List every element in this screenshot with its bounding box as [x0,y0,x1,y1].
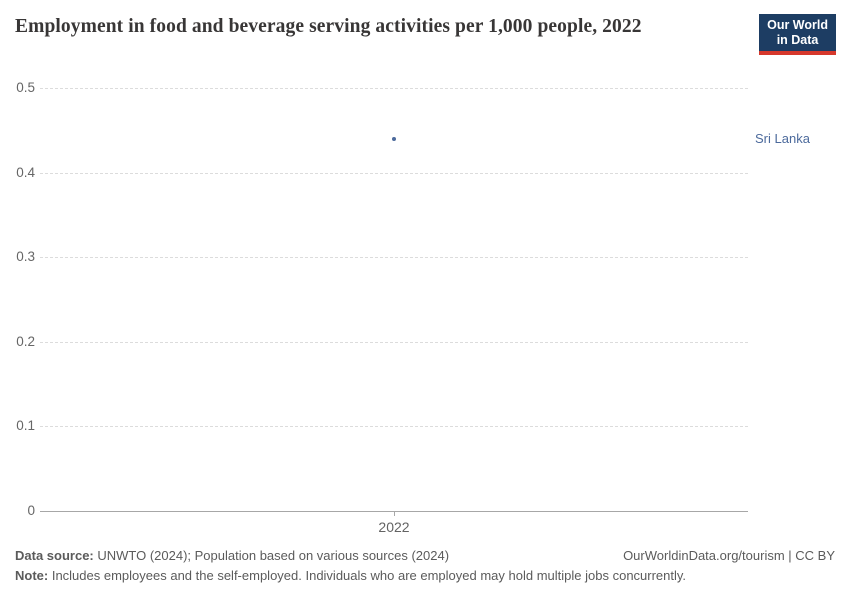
chart-footer: Data source: UNWTO (2024); Population ba… [15,546,835,586]
chart-header: Employment in food and beverage serving … [0,0,850,76]
y-axis-tick-label: 0.2 [16,333,35,349]
data-point-sri-lanka[interactable] [392,136,396,141]
y-axis-tick-label: 0.3 [16,249,35,265]
owid-logo-line2: in Data [776,33,819,47]
note-label: Note: [15,568,49,583]
footer-source-row: Data source: UNWTO (2024); Population ba… [15,546,835,566]
entity-label[interactable]: Sri Lanka [755,130,810,146]
owid-logo-line1: Our World [767,18,828,32]
y-gridline [40,88,748,89]
y-gridline [40,257,748,259]
attribution-link[interactable]: OurWorldinData.org/tourism | CC BY [623,548,835,563]
y-gridline [40,172,748,174]
footer-note: Note: Includes employees and the self-em… [15,566,835,586]
y-gridline [40,341,748,343]
data-source-value: UNWTO (2024); Population based on variou… [93,548,450,563]
x-axis-tick [394,512,395,516]
y-axis-tick-label: 0.5 [16,80,35,95]
chart-title: Employment in food and beverage serving … [15,16,642,37]
data-source-label: Data source: [15,548,94,563]
owid-logo[interactable]: Our World in Data [759,14,836,55]
y-axis-tick-label: 0.1 [16,418,35,434]
y-axis-tick-label: 0 [27,503,35,518]
data-source-text: Data source: UNWTO (2024); Population ba… [15,546,449,566]
y-gridline [40,426,748,428]
note-value: Includes employees and the self-employed… [48,568,687,583]
x-axis-tick-label: 2022 [378,519,410,535]
y-axis-tick-label: 0.4 [16,164,35,180]
x-axis-line [40,511,748,512]
